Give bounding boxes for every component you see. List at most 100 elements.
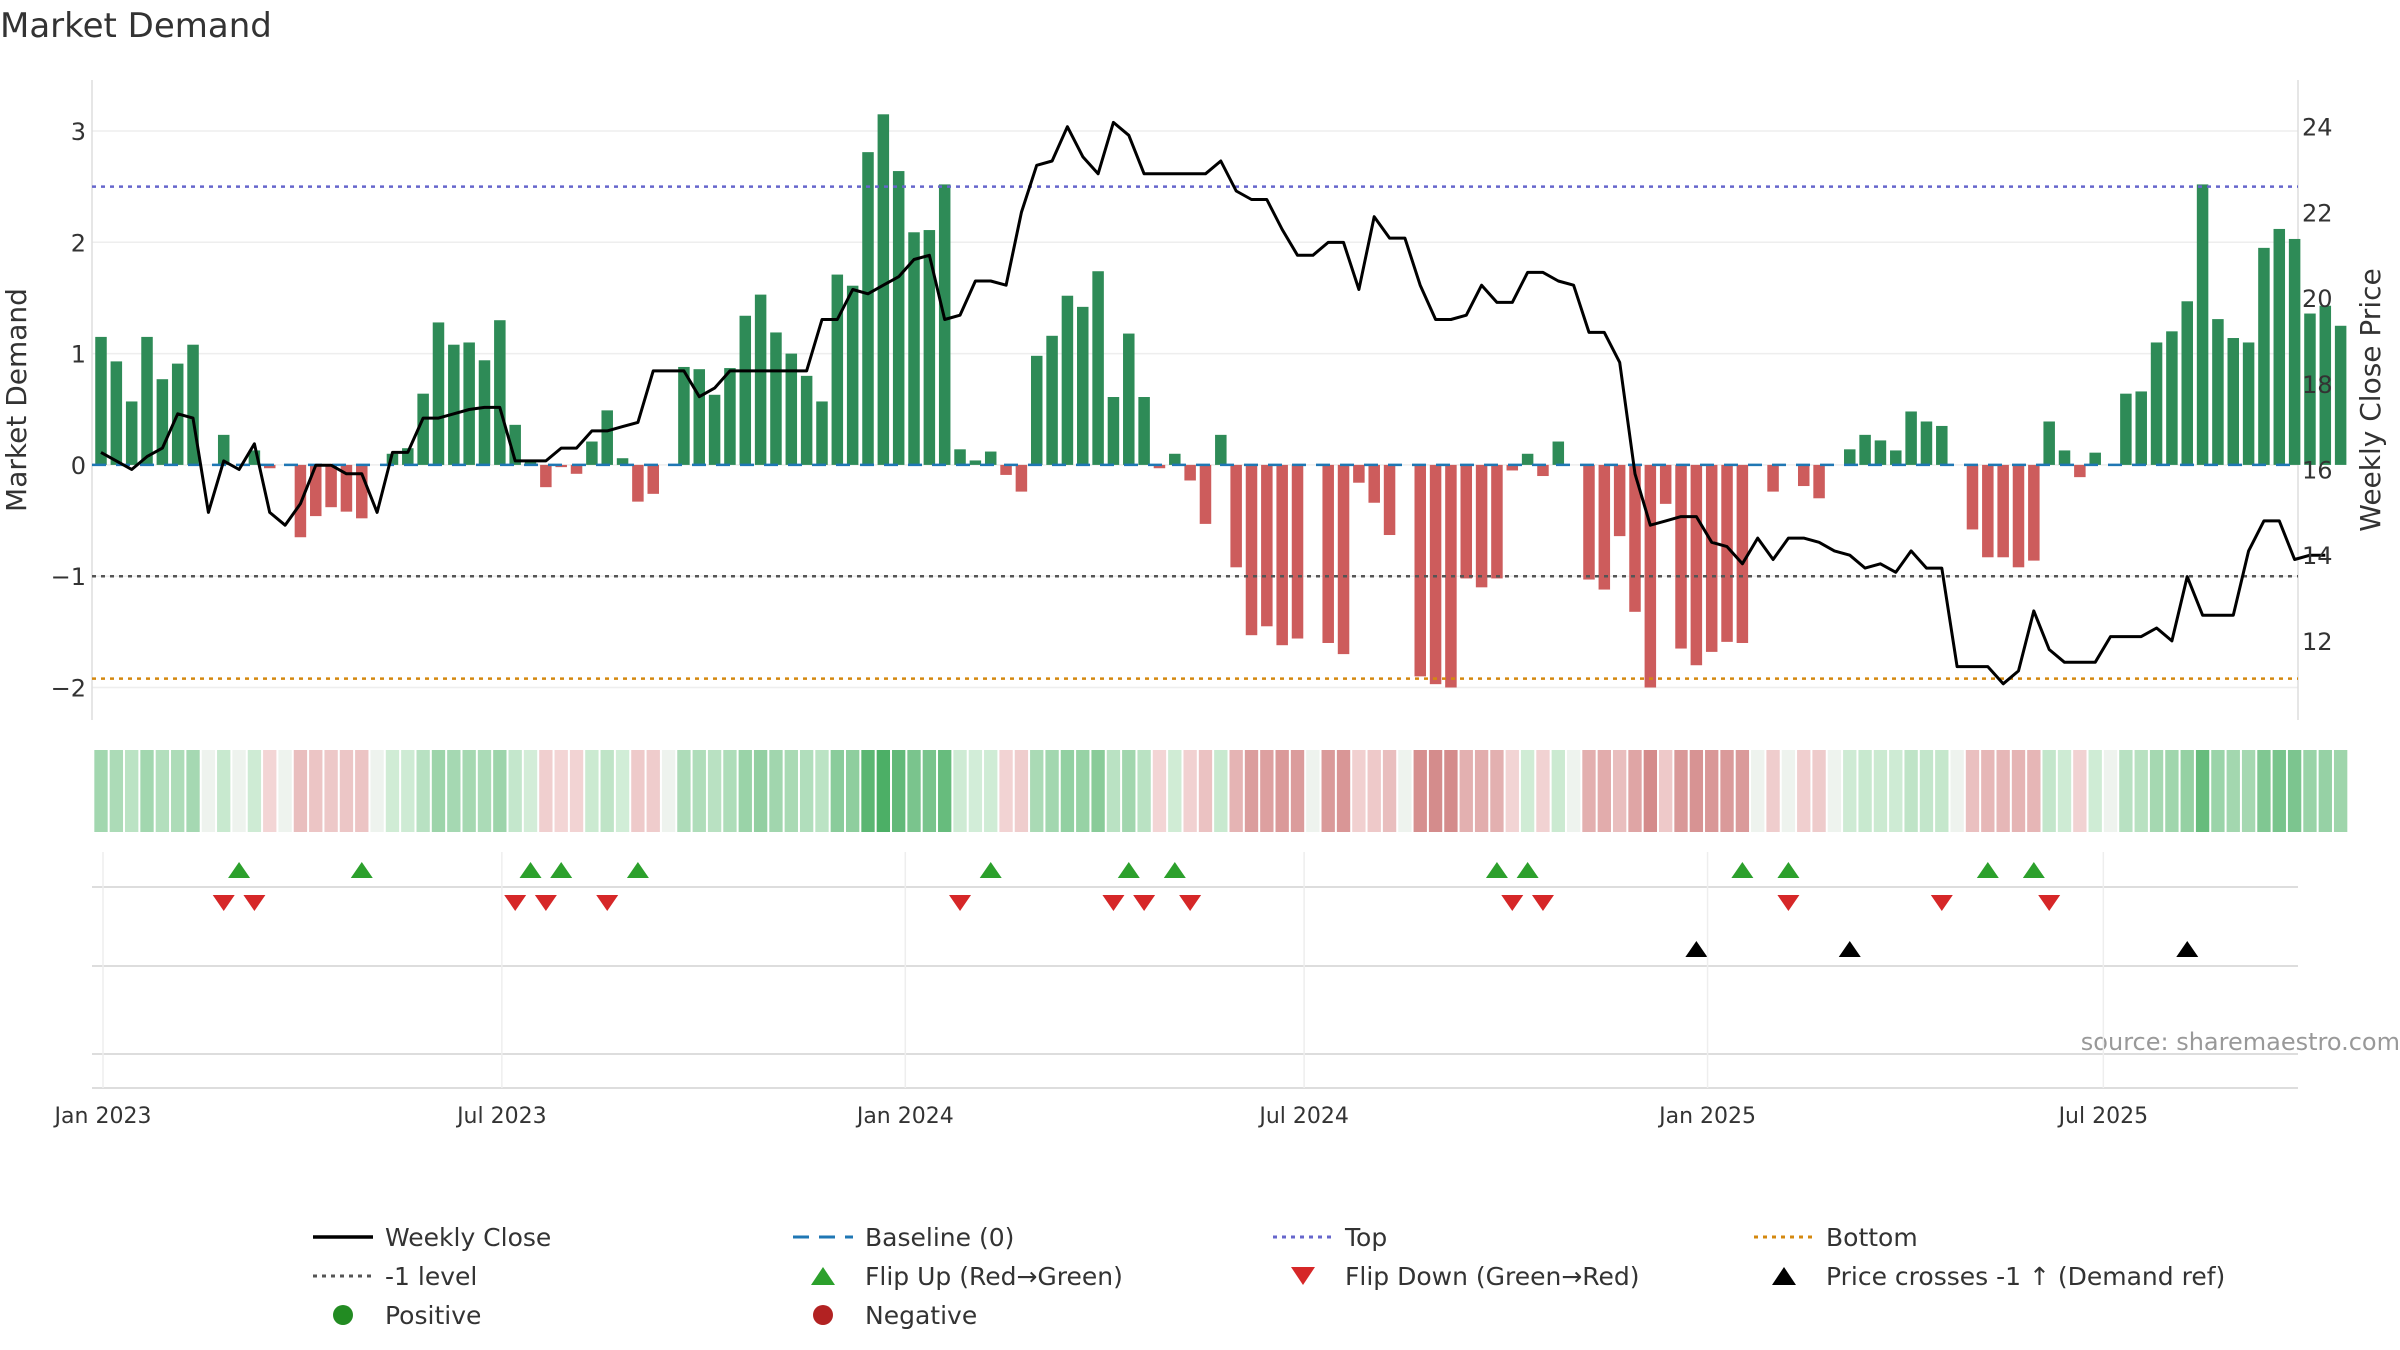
heat-cell xyxy=(1935,750,1949,832)
heat-cell xyxy=(2027,750,2041,832)
demand-bar xyxy=(2150,342,2163,465)
flip-up-marker xyxy=(1117,862,1140,878)
x-tick-label: Jul 2024 xyxy=(1257,1104,1349,1129)
demand-bar xyxy=(187,344,199,465)
heat-cell xyxy=(2119,750,2133,832)
legend-item: Negative xyxy=(813,1301,977,1330)
legend-swatch xyxy=(811,1267,835,1285)
demand-bar xyxy=(708,394,721,465)
flip-up-marker xyxy=(550,862,573,878)
heat-cell xyxy=(2088,750,2102,832)
demand-bar xyxy=(1061,295,1074,465)
demand-bar xyxy=(1920,421,1933,465)
heat-cell xyxy=(707,750,722,832)
demand-bar xyxy=(1890,450,1902,465)
heat-cell xyxy=(600,750,614,832)
heat-cell xyxy=(1122,750,1136,832)
heat-cell xyxy=(845,750,860,832)
demand-bar xyxy=(1245,464,1258,636)
heat-cell xyxy=(1367,750,1381,832)
right-tick-label: 16 xyxy=(2302,457,2333,485)
demand-bar xyxy=(95,336,107,465)
demand-bar xyxy=(478,360,491,465)
heat-cell xyxy=(2241,750,2256,832)
flip-down-marker xyxy=(949,895,972,911)
demand-bar xyxy=(1230,464,1242,568)
flip-down-marker xyxy=(212,895,235,911)
heat-cell xyxy=(1106,750,1121,832)
demand-bar xyxy=(1475,464,1488,588)
demand-bar xyxy=(340,464,353,512)
heat-cell xyxy=(1459,750,1473,832)
heat-cell xyxy=(661,750,676,832)
demand-bar xyxy=(2273,228,2286,465)
heat-cell xyxy=(1413,750,1427,832)
legend-label: Top xyxy=(1344,1223,1387,1252)
legend-label: Flip Up (Red→Green) xyxy=(865,1262,1123,1291)
heat-cell xyxy=(815,750,829,832)
flip-up-marker xyxy=(1516,862,1539,878)
heat-cell xyxy=(2318,750,2332,832)
demand-bar xyxy=(1767,464,1779,492)
heat-cell xyxy=(1904,750,1918,832)
demand-bar xyxy=(601,410,613,465)
demand-bar xyxy=(141,336,153,465)
right-tick-label: 24 xyxy=(2302,114,2333,142)
heat-cell xyxy=(339,750,354,832)
flip-up-marker xyxy=(1485,862,1508,878)
heat-cell xyxy=(431,750,446,832)
left-tick-label: 1 xyxy=(71,341,86,369)
flip-up-marker xyxy=(1163,862,1186,878)
demand-bar xyxy=(1874,440,1887,465)
demand-bar xyxy=(1429,464,1442,685)
demand-bar xyxy=(2258,247,2270,465)
demand-bar xyxy=(1030,355,1043,465)
demand-bar xyxy=(1690,464,1703,666)
demand-bar xyxy=(1491,464,1503,579)
heat-cell xyxy=(1781,750,1796,832)
heat-cell xyxy=(1091,750,1105,832)
flip-down-marker xyxy=(1777,895,1800,911)
heat-cell xyxy=(1275,750,1289,832)
demand-bar xyxy=(248,450,261,465)
flip-up-marker xyxy=(1731,862,1754,878)
heat-cell xyxy=(1352,750,1366,832)
legend-item: Positive xyxy=(333,1301,481,1330)
demand-bar xyxy=(877,114,890,465)
flip-down-marker xyxy=(1102,895,1125,911)
heat-cell xyxy=(1244,750,1259,832)
demand-bar xyxy=(125,401,138,465)
demand-bar xyxy=(1199,464,1212,524)
heat-cell xyxy=(523,750,538,832)
x-tick-label: Jan 2024 xyxy=(855,1104,954,1129)
demand-bar xyxy=(2196,184,2209,465)
demand-bar xyxy=(616,458,629,465)
demand-bar xyxy=(938,184,951,465)
heat-cell xyxy=(2042,750,2056,832)
legend-item: Price crosses -1 ↑ (Demand ref) xyxy=(1772,1262,2225,1291)
demand-bar xyxy=(2074,464,2086,478)
demand-bar xyxy=(2166,331,2178,465)
demand-bar xyxy=(908,232,920,465)
demand-bar xyxy=(816,401,828,465)
heat-cell xyxy=(1014,750,1029,832)
demand-bar xyxy=(417,393,429,465)
heat-cell xyxy=(2257,750,2271,832)
flip-down-marker xyxy=(596,895,619,911)
heat-cell xyxy=(1336,750,1351,832)
heat-cell xyxy=(508,750,522,832)
demand-bar xyxy=(1583,464,1595,580)
heat-cell xyxy=(1628,750,1642,832)
right-axis-label: Weekly Close Price xyxy=(2354,268,2387,531)
heat-cell xyxy=(355,750,369,832)
heat-cell xyxy=(585,750,599,832)
heat-cell xyxy=(1889,750,1903,832)
demand-bar xyxy=(2288,238,2301,465)
demand-bar xyxy=(1169,453,1181,465)
legend-item: Baseline (0) xyxy=(793,1223,1014,1252)
heat-cell xyxy=(769,750,783,832)
heat-cell xyxy=(1321,750,1335,832)
flip-up-marker xyxy=(626,862,649,878)
heat-cell xyxy=(2272,750,2286,832)
demand-bar xyxy=(2012,464,2025,568)
